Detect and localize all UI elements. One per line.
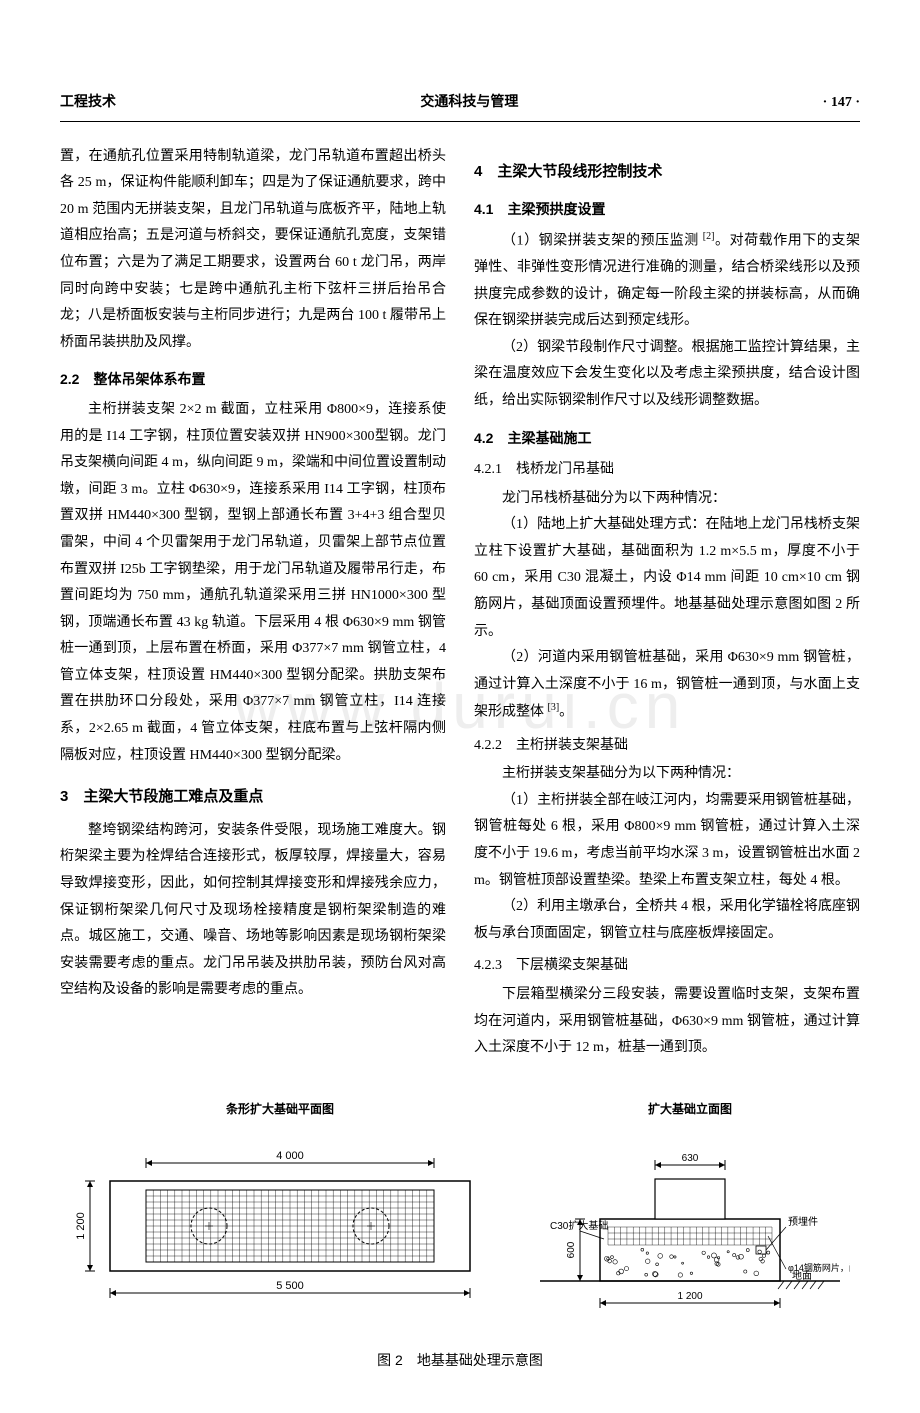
- body-text: （2）河道内采用钢管桩基础，采用 Φ630×9 mm 钢管桩，通过计算入土深度不…: [474, 645, 860, 726]
- left-column: 置，在通航孔位置采用特制轨道梁，龙门吊轨道布置超出桥头各 25 m，保证构件能顺…: [60, 144, 446, 1062]
- plan-view-diagram: 4 000 1 200 5 500: [70, 1131, 490, 1331]
- svg-text:630: 630: [682, 1153, 699, 1164]
- svg-text:预埋件: 预埋件: [788, 1216, 818, 1228]
- svg-text:600: 600: [566, 1241, 577, 1258]
- heading-4-2-3: 4.2.3 下层横梁支架基础: [474, 953, 860, 980]
- heading-4-2-1: 4.2.1 栈桥龙门吊基础: [474, 457, 860, 484]
- header-left: 工程技术: [60, 90, 116, 117]
- body-text: （2）利用主墩承台，全桥共 4 根，采用化学锚栓将底座钢板与承台顶面固定，钢管立…: [474, 894, 860, 947]
- body-text: 下层箱型横梁分三段安装，需要设置临时支架，支架布置均在河道内，采用钢管桩基础，Φ…: [474, 982, 860, 1062]
- elevation-diagram: 6306001 200C30扩大基础预埋件φ14钢筋网片，间距10 cm×10 …: [530, 1131, 850, 1331]
- body-text: （2）钢梁节段制作尺寸调整。根据施工监控计算结果，主梁在温度效应下会发生变化以及…: [474, 335, 860, 415]
- citation-ref: [2]: [703, 231, 715, 242]
- figure-caption: 图 2 地基基础处理示意图: [70, 1347, 850, 1374]
- svg-text:1 200: 1 200: [75, 1212, 87, 1240]
- heading-4-2-2: 4.2.2 主桁拼装支架基础: [474, 733, 860, 760]
- svg-text:5 500: 5 500: [276, 1280, 304, 1292]
- body-text: 主桁拼装支架 2×2 m 截面，立柱采用 Φ800×9，连接系使用的是 I14 …: [60, 397, 446, 769]
- right-column: 4 主梁大节段线形控制技术 4.1 主梁预拱度设置 （1）钢梁拼装支架的预压监测…: [474, 144, 860, 1062]
- header-page-number: · 147 ·: [823, 90, 860, 117]
- citation-ref: [3]: [548, 702, 560, 713]
- heading-2-2: 2.2 整体吊架体系布置: [60, 366, 446, 393]
- figure-2: 条形扩大基础平面图 4 000 1 200 5 500 扩大基础立面图 630 600…: [60, 1098, 860, 1373]
- header-center: 交通科技与管理: [116, 90, 823, 117]
- body-text: 龙门吊栈桥基础分为以下两种情况：: [474, 486, 860, 513]
- body-text: （1）主桁拼装全部在岐江河内，均需要采用钢管桩基础，钢管桩每处 6 根，采用 Φ…: [474, 788, 860, 894]
- body-text: 整垮钢梁结构跨河，安装条件受限，现场施工难度大。钢桁架梁主要为栓焊结合连接形式，…: [60, 818, 446, 1004]
- heading-4-1: 4.1 主梁预拱度设置: [474, 196, 860, 223]
- figure-plan-title: 条形扩大基础平面图: [70, 1098, 490, 1121]
- figure-elevation-title: 扩大基础立面图: [530, 1098, 850, 1121]
- body-text: 主桁拼装支架基础分为以下两种情况：: [474, 761, 860, 788]
- heading-3: 3 主梁大节段施工难点及重点: [60, 783, 446, 812]
- body-text: 置，在通航孔位置采用特制轨道梁，龙门吊轨道布置超出桥头各 25 m，保证构件能顺…: [60, 144, 446, 357]
- heading-4-2: 4.2 主梁基础施工: [474, 425, 860, 452]
- svg-text:1 200: 1 200: [677, 1291, 702, 1302]
- body-text: （1）陆地上扩大基础处理方式：在陆地上龙门吊栈桥支架立柱下设置扩大基础，基础面积…: [474, 512, 860, 645]
- svg-text:4 000: 4 000: [276, 1150, 304, 1162]
- heading-4: 4 主梁大节段线形控制技术: [474, 158, 860, 187]
- svg-text:C30扩大基础: C30扩大基础: [550, 1219, 608, 1232]
- page-header: 工程技术 交通科技与管理 · 147 ·: [60, 90, 860, 122]
- body-text: （1）钢梁拼装支架的预压监测 [2]。对荷载作用下的支架弹性、非弹性变形情况进行…: [474, 227, 860, 335]
- svg-text:地面: 地面: [792, 1269, 812, 1282]
